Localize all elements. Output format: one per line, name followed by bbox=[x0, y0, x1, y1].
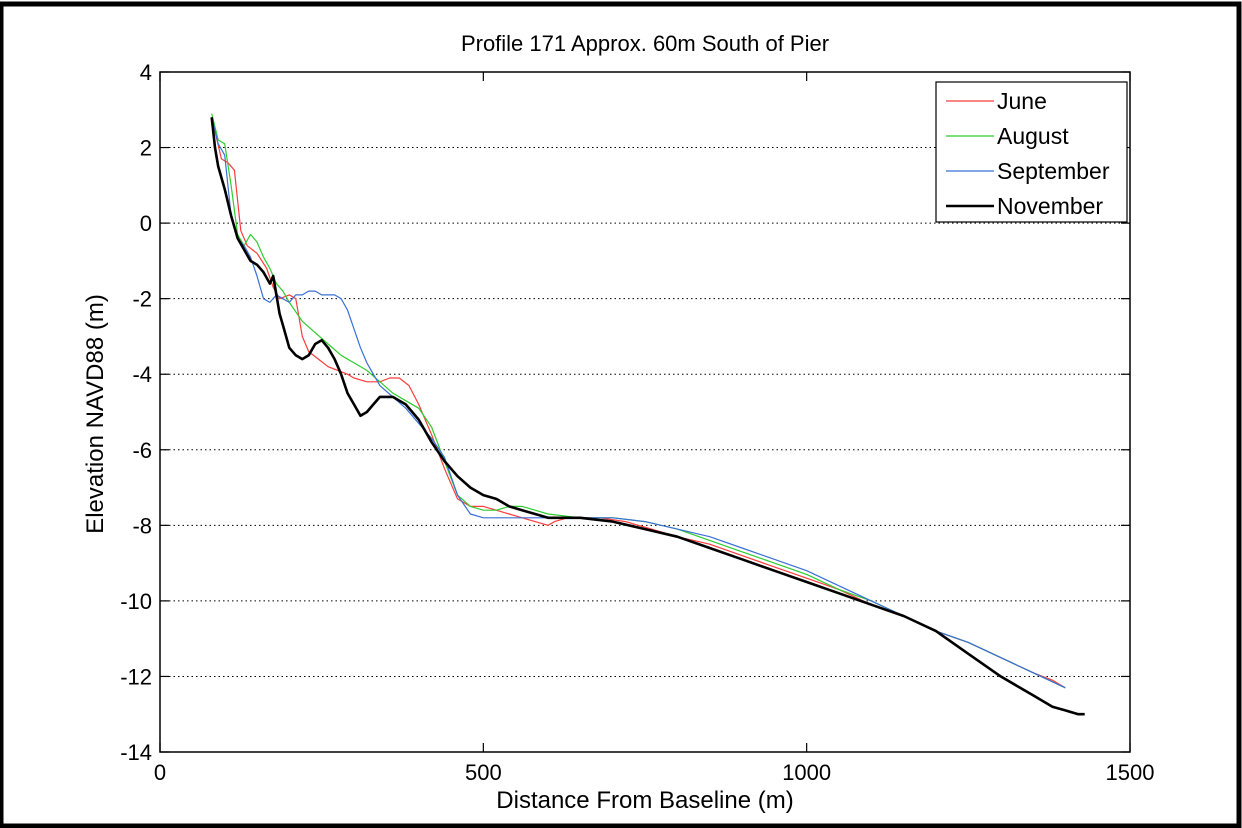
x-tick-label: 1500 bbox=[1106, 760, 1155, 785]
y-tick-label: -6 bbox=[132, 438, 152, 463]
y-tick-label: -12 bbox=[120, 664, 152, 689]
y-tick-label: 0 bbox=[140, 211, 152, 236]
y-tick-label: -8 bbox=[132, 513, 152, 538]
series-line-september bbox=[211, 117, 1066, 689]
x-tick-label: 500 bbox=[465, 760, 502, 785]
y-tick-label: -4 bbox=[132, 362, 152, 387]
y-tick-label: -14 bbox=[120, 740, 152, 765]
axis-ticks: -14 -12 -10 -8 -6 -4 -2 0 2 4 0 500 1000 1500 bbox=[120, 60, 1154, 785]
y-tick-label: 4 bbox=[140, 60, 152, 85]
series-line-november bbox=[210, 117, 1085, 716]
y-tick-label: -2 bbox=[132, 287, 152, 312]
plot-area-border bbox=[159, 71, 1131, 753]
x-tick-label: 1000 bbox=[782, 760, 831, 785]
y-tick-label: 2 bbox=[140, 136, 152, 161]
legend-label-august: August bbox=[997, 123, 1069, 149]
series-line-june bbox=[211, 117, 1066, 689]
legend: June August September November bbox=[935, 81, 1128, 223]
y-axis-label: Elevation NAVD88 (m) bbox=[82, 294, 109, 534]
legend-label-june: June bbox=[997, 88, 1047, 114]
series-lines bbox=[210, 113, 1085, 716]
gridlines bbox=[160, 147, 1130, 677]
x-tick-label: 0 bbox=[154, 760, 166, 785]
x-axis-label: Distance From Baseline (m) bbox=[496, 787, 793, 814]
y-tick-label: -10 bbox=[120, 589, 152, 614]
legend-label-november: November bbox=[997, 193, 1103, 219]
legend-box bbox=[935, 81, 1128, 223]
chart-title: Profile 171 Approx. 60m South of Pier bbox=[461, 31, 829, 56]
legend-label-september: September bbox=[997, 158, 1110, 184]
